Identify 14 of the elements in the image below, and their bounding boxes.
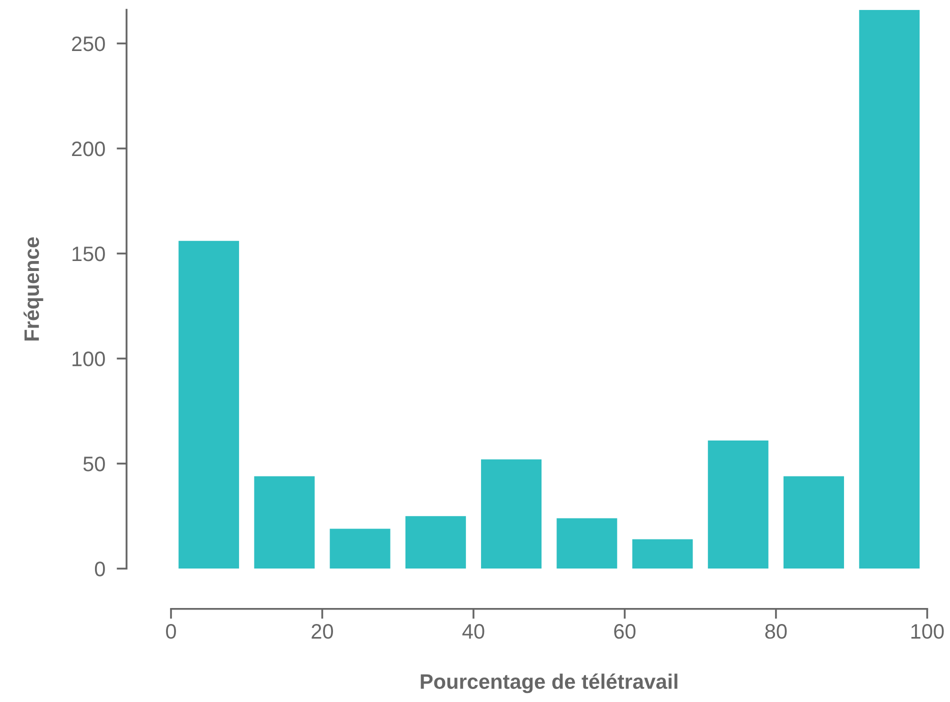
y-tick-label: 0 xyxy=(94,562,105,576)
x-tick-label: 0 xyxy=(166,624,176,639)
y-tick-label: 50 xyxy=(83,456,105,472)
x-tick-label: 100 xyxy=(911,624,944,639)
y-tick-label: 200 xyxy=(72,141,105,156)
y-axis-title: Fréquence xyxy=(24,237,44,341)
x-tick-label: 60 xyxy=(614,624,636,639)
y-tick-label: 100 xyxy=(72,352,105,366)
y-tick-label: 250 xyxy=(72,36,105,52)
x-tick-label: 20 xyxy=(312,624,334,639)
x-tick-label: 40 xyxy=(462,624,484,639)
x-axis-title: Pourcentage de télétravail xyxy=(420,673,678,694)
x-tick-label: 80 xyxy=(765,624,787,639)
y-tick-label: 150 xyxy=(72,246,105,262)
